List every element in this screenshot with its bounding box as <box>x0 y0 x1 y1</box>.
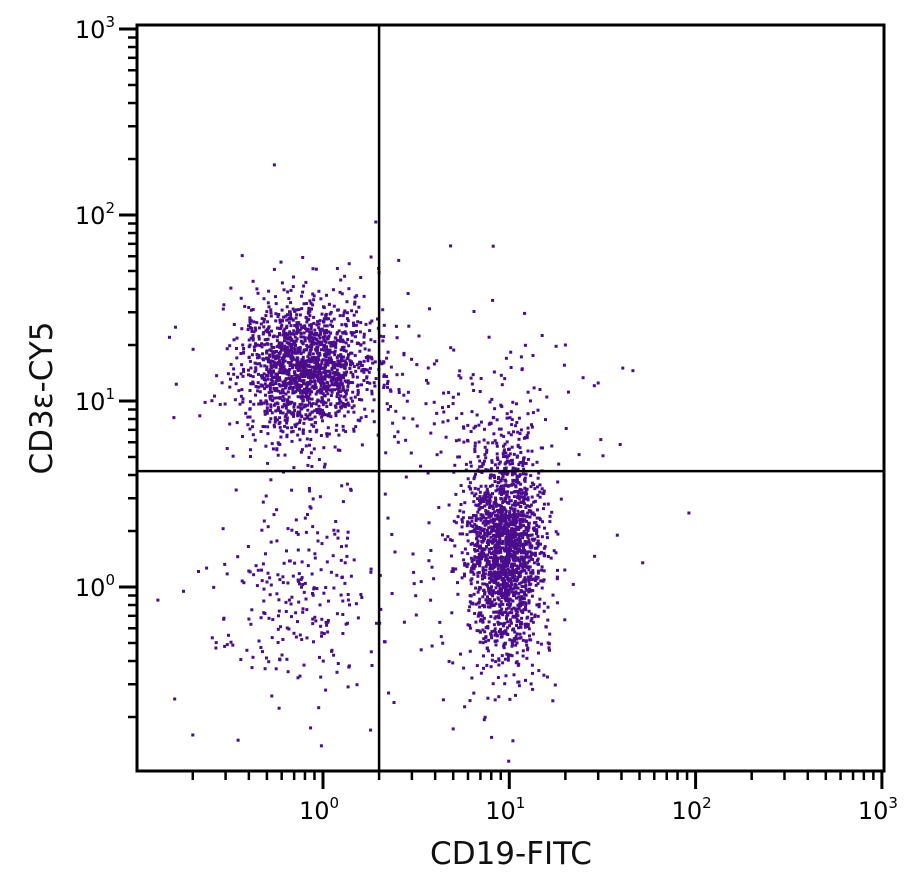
y-tick-label: 101 <box>75 385 115 416</box>
quadrant-gates <box>137 25 884 771</box>
y-tick-label: 102 <box>75 199 115 230</box>
x-tick-label: 102 <box>672 794 712 825</box>
plot-frame <box>135 23 886 773</box>
y-tick-label: 103 <box>75 13 115 44</box>
x-tick-label: 103 <box>858 794 898 825</box>
x-axis: 100 101 102 103 <box>191 771 898 825</box>
x-tick-label: 101 <box>485 794 525 825</box>
y-tick-label: 100 <box>75 571 115 602</box>
x-tick-label: 100 <box>299 794 339 825</box>
x-axis-title: CD19-FITC <box>430 836 592 872</box>
scatter-points <box>156 163 691 763</box>
y-axis: 100 101 102 103 <box>75 13 137 719</box>
y-axis-title: CD3ε-CY5 <box>24 322 60 475</box>
